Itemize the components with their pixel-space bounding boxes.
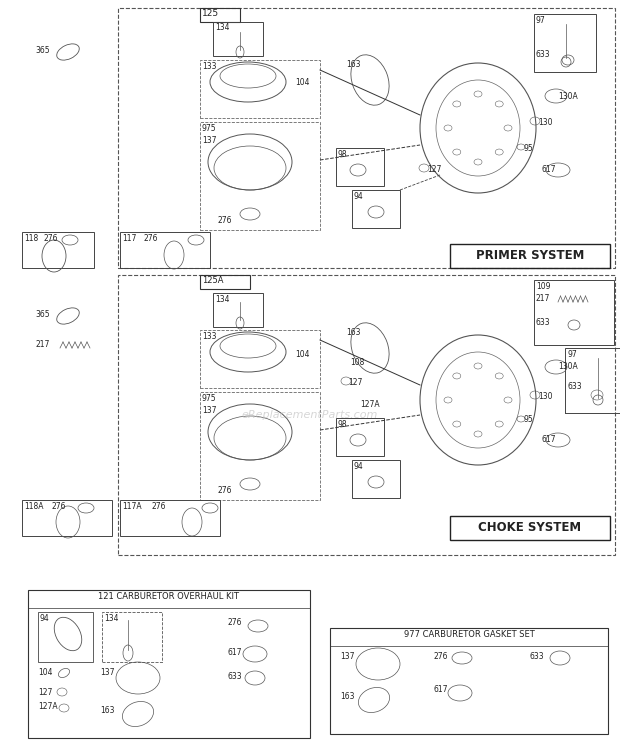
Text: 977 CARBURETOR GASKET SET: 977 CARBURETOR GASKET SET — [404, 630, 534, 639]
Text: 127A: 127A — [38, 702, 58, 711]
Text: 127: 127 — [38, 688, 52, 697]
Text: 127A: 127A — [360, 400, 379, 409]
Bar — [450, 516, 610, 540]
Text: 130: 130 — [538, 118, 552, 127]
Text: 117A: 117A — [122, 502, 141, 511]
Text: 118: 118 — [24, 234, 38, 243]
Text: 276: 276 — [152, 502, 167, 511]
Text: 98: 98 — [338, 150, 348, 159]
Text: 633: 633 — [536, 318, 551, 327]
Text: 130: 130 — [538, 392, 552, 401]
Text: 276: 276 — [218, 486, 232, 495]
Text: 276: 276 — [44, 234, 58, 243]
Bar — [534, 280, 614, 345]
Text: 97: 97 — [567, 350, 577, 359]
Text: 118A: 118A — [24, 502, 43, 511]
Text: PRIMER SYSTEM: PRIMER SYSTEM — [476, 249, 584, 262]
Text: 365: 365 — [35, 46, 50, 55]
Bar — [118, 8, 615, 268]
Text: 137: 137 — [202, 136, 216, 145]
Text: 276: 276 — [144, 234, 159, 243]
Bar — [38, 612, 93, 662]
Text: 137: 137 — [340, 652, 355, 661]
Text: 276: 276 — [228, 618, 242, 627]
Text: 94: 94 — [354, 192, 364, 201]
Text: 97: 97 — [536, 16, 546, 25]
Text: 127: 127 — [427, 165, 441, 174]
Bar — [120, 232, 210, 268]
Text: 617: 617 — [434, 685, 448, 694]
Text: 365: 365 — [35, 310, 50, 319]
Text: 633: 633 — [536, 50, 551, 59]
Text: 98: 98 — [338, 420, 348, 429]
Bar — [565, 348, 620, 413]
Bar — [352, 460, 400, 498]
Text: 117: 117 — [122, 234, 136, 243]
Bar — [200, 392, 320, 500]
Bar — [200, 8, 240, 22]
Bar — [200, 330, 320, 388]
Bar — [336, 418, 384, 456]
Text: 633: 633 — [530, 652, 544, 661]
Text: 125A: 125A — [202, 276, 223, 285]
Text: 109: 109 — [536, 282, 551, 291]
Text: 133: 133 — [202, 62, 216, 71]
Text: 617: 617 — [541, 435, 556, 444]
Text: 95: 95 — [524, 144, 534, 153]
Text: 633: 633 — [228, 672, 242, 681]
Text: 217: 217 — [536, 294, 551, 303]
Bar — [352, 190, 400, 228]
Bar — [213, 293, 263, 327]
Bar — [120, 500, 220, 536]
Bar — [22, 500, 112, 536]
Text: 104: 104 — [38, 668, 53, 677]
Bar — [200, 122, 320, 230]
Text: 163: 163 — [340, 692, 355, 701]
Text: eReplacementParts.com: eReplacementParts.com — [242, 410, 378, 420]
Bar — [200, 275, 250, 289]
Text: 276: 276 — [218, 216, 232, 225]
Text: 104: 104 — [295, 350, 309, 359]
Text: 617: 617 — [541, 165, 556, 174]
Text: 125: 125 — [202, 9, 219, 18]
Text: 217: 217 — [35, 340, 50, 349]
Bar — [118, 275, 615, 555]
Bar — [28, 590, 310, 738]
Text: 121 CARBURETOR OVERHAUL KIT: 121 CARBURETOR OVERHAUL KIT — [99, 592, 239, 601]
Bar — [336, 148, 384, 186]
Bar — [102, 612, 162, 662]
Text: 94: 94 — [354, 462, 364, 471]
Bar — [330, 628, 608, 734]
Text: 137: 137 — [100, 668, 115, 677]
Text: 276: 276 — [52, 502, 66, 511]
Text: 276: 276 — [434, 652, 448, 661]
Text: 633: 633 — [567, 382, 582, 391]
Text: 163: 163 — [346, 60, 360, 69]
Text: 130A: 130A — [558, 362, 578, 371]
Text: 94: 94 — [40, 614, 50, 623]
Text: 975: 975 — [202, 394, 216, 403]
Text: 163: 163 — [346, 328, 360, 337]
Text: 108: 108 — [350, 358, 365, 367]
Text: 127: 127 — [348, 378, 362, 387]
Text: 137: 137 — [202, 406, 216, 415]
Text: 104: 104 — [295, 78, 309, 87]
Text: 95: 95 — [524, 415, 534, 424]
Text: 134: 134 — [215, 295, 229, 304]
Text: 130A: 130A — [558, 92, 578, 101]
Text: 975: 975 — [202, 124, 216, 133]
Text: CHOKE SYSTEM: CHOKE SYSTEM — [479, 521, 582, 534]
Text: 134: 134 — [215, 23, 229, 32]
Text: 133: 133 — [202, 332, 216, 341]
Bar — [200, 60, 320, 118]
Text: 617: 617 — [228, 648, 242, 657]
Bar — [450, 244, 610, 268]
Bar — [534, 14, 596, 72]
Bar — [213, 22, 263, 56]
Text: 163: 163 — [100, 706, 115, 715]
Bar — [22, 232, 94, 268]
Text: 134: 134 — [104, 614, 118, 623]
